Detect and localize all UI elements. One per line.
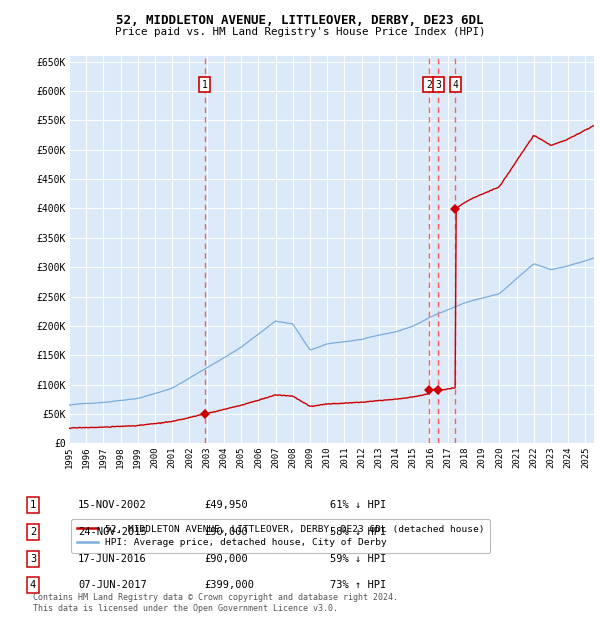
Text: 52, MIDDLETON AVENUE, LITTLEOVER, DERBY, DE23 6DL: 52, MIDDLETON AVENUE, LITTLEOVER, DERBY,… xyxy=(116,14,484,27)
Text: 17-JUN-2016: 17-JUN-2016 xyxy=(78,554,147,564)
Text: 15-NOV-2002: 15-NOV-2002 xyxy=(78,500,147,510)
Text: 73% ↑ HPI: 73% ↑ HPI xyxy=(330,580,386,590)
Text: 2: 2 xyxy=(426,80,431,90)
Text: 3: 3 xyxy=(436,80,442,90)
Text: £399,000: £399,000 xyxy=(204,580,254,590)
Text: 58% ↓ HPI: 58% ↓ HPI xyxy=(330,527,386,537)
Text: 24-NOV-2015: 24-NOV-2015 xyxy=(78,527,147,537)
Text: 4: 4 xyxy=(30,580,36,590)
Text: Contains HM Land Registry data © Crown copyright and database right 2024.
This d: Contains HM Land Registry data © Crown c… xyxy=(33,593,398,613)
Text: 3: 3 xyxy=(30,554,36,564)
Text: 07-JUN-2017: 07-JUN-2017 xyxy=(78,580,147,590)
Text: 4: 4 xyxy=(452,80,458,90)
Text: £49,950: £49,950 xyxy=(204,500,248,510)
Text: £90,000: £90,000 xyxy=(204,527,248,537)
Text: £90,000: £90,000 xyxy=(204,554,248,564)
Text: 61% ↓ HPI: 61% ↓ HPI xyxy=(330,500,386,510)
Text: 59% ↓ HPI: 59% ↓ HPI xyxy=(330,554,386,564)
Text: 1: 1 xyxy=(30,500,36,510)
Legend: 52, MIDDLETON AVENUE, LITTLEOVER, DERBY, DE23 6DL (detached house), HPI: Average: 52, MIDDLETON AVENUE, LITTLEOVER, DERBY,… xyxy=(71,519,490,553)
Text: Price paid vs. HM Land Registry's House Price Index (HPI): Price paid vs. HM Land Registry's House … xyxy=(115,27,485,37)
Text: 2: 2 xyxy=(30,527,36,537)
Text: 1: 1 xyxy=(202,80,208,90)
